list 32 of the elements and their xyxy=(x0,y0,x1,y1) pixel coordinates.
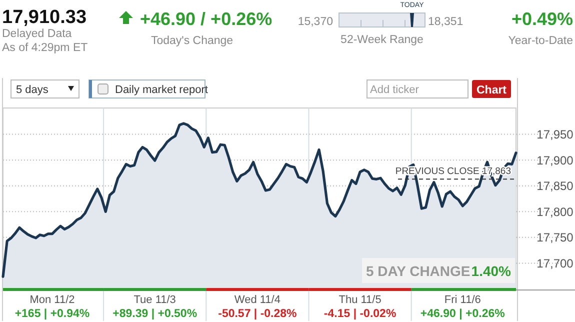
text: +89.39 | +0.50% xyxy=(112,308,198,320)
y-tick-label: 17,700 xyxy=(536,256,574,270)
text: As of 4:29pm ET xyxy=(2,42,88,54)
y-tick-label: 17,750 xyxy=(536,230,574,245)
text: 52-Week Range xyxy=(340,34,424,46)
text: +165 | +0.94% xyxy=(14,308,90,320)
x-tick-label: Thu 11/5 xyxy=(338,294,382,306)
text: Delayed Data xyxy=(2,28,72,40)
y-tick-label: 17,950 xyxy=(536,127,574,142)
text: 15,370 xyxy=(298,16,333,28)
text: Year-to-Date xyxy=(508,35,573,47)
x-tick-label: Mon 11/2 xyxy=(30,294,75,306)
text: Daily market report xyxy=(115,84,208,96)
text: -4.15 | -0.02% xyxy=(324,308,396,320)
text: 5 days xyxy=(16,84,49,96)
chart-title: 17,910.33 xyxy=(2,7,87,28)
text: -50.57 | -0.28% xyxy=(218,308,297,320)
y-tick-label: 17,900 xyxy=(536,153,574,168)
x-tick-label: Tue 11/3 xyxy=(134,294,176,306)
text: +46.90 | +0.26% xyxy=(420,308,505,320)
annotation: 1.40% xyxy=(471,263,512,279)
text: Add ticker xyxy=(370,84,420,96)
text: Today's Change xyxy=(150,35,234,47)
y-tick-label: 17,800 xyxy=(536,204,574,219)
x-tick-label: Fri 11/6 xyxy=(444,294,481,306)
text: +0.49% xyxy=(511,9,573,29)
text: 18,351 xyxy=(428,16,464,28)
x-tick-label: Wed 11/4 xyxy=(234,294,280,306)
annotation: 5 DAY CHANGE xyxy=(366,263,470,279)
y-tick-label: 17,850 xyxy=(536,179,574,194)
text: +46.90 / +0.26% xyxy=(140,9,272,29)
text: Chart xyxy=(476,84,507,96)
